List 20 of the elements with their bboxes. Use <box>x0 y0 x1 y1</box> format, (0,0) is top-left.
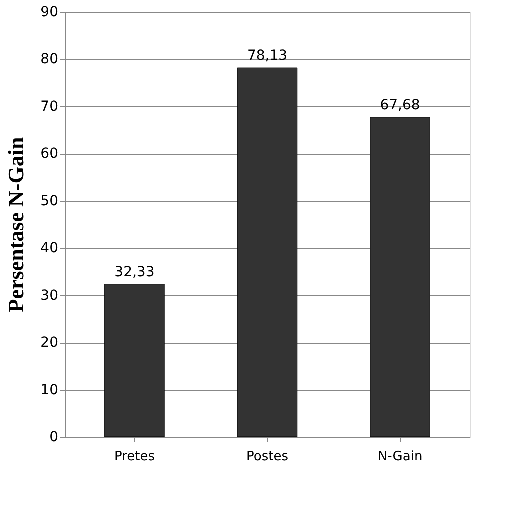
bar <box>104 284 165 438</box>
bar <box>370 117 430 438</box>
data-label: 78,13 <box>247 48 288 64</box>
bar <box>237 68 298 438</box>
x-tick-label: Postes <box>246 450 289 464</box>
y-tick-label: 50 <box>40 193 58 210</box>
y-tick-label: 30 <box>40 288 58 304</box>
y-tick-label: 60 <box>40 146 58 162</box>
x-tick-label: Pretes <box>114 450 156 464</box>
y-tick-label: 80 <box>40 52 58 68</box>
y-tick-label: 0 <box>50 430 58 446</box>
y-tick-label: 70 <box>40 98 58 115</box>
x-tick-label: N-Gain <box>378 450 423 464</box>
y-tick-label: 40 <box>40 240 58 257</box>
data-label: 32,33 <box>114 264 155 280</box>
y-tick-label: 10 <box>40 382 58 398</box>
data-label: 67,68 <box>380 97 420 114</box>
y-tick-label: 90 <box>40 4 58 20</box>
y-tick-label: 20 <box>40 335 58 352</box>
y-axis-title: Persentase N-Gain <box>4 137 29 313</box>
